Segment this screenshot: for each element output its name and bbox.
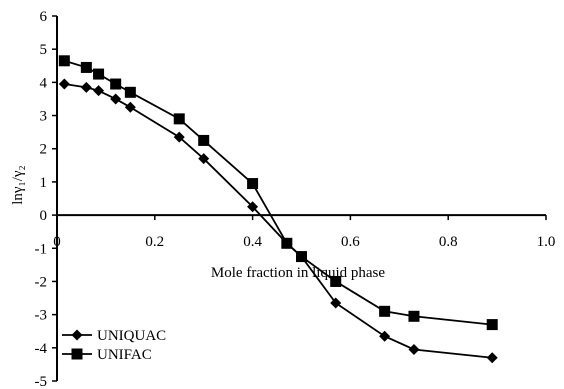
data-point-unifac [198,134,210,146]
y-tick-label: -3 [35,308,48,324]
legend-label-unifac: UNIFAC [97,347,152,363]
tick-labels: -5 -4 -3 -2 -1 0 1 2 3 4 5 6 0 0.2 0.4 0.6 0.8 1.0 [35,9,556,389]
legend-marker-unifac [71,348,83,360]
y-tick-label: -2 [35,274,48,290]
data-point-unifac [247,178,259,190]
data-point-unifac [58,55,70,67]
data-point-uniquac [80,81,92,93]
data-point-uniquac [330,297,342,309]
y-tick-label: -1 [35,241,48,257]
data-point-uniquac [110,93,122,105]
data-point-uniquac [124,101,136,113]
data-point-unifac [281,237,293,249]
y-tick-label: 5 [40,42,48,58]
x-tick-label: 0.6 [341,234,360,250]
data-point-unifac [296,251,307,263]
y-tick-label: -4 [35,341,48,357]
data-point-unifac [486,319,498,331]
data-point-unifac [408,310,420,322]
y-tick-label: -5 [35,374,48,389]
y-tick-label: 2 [40,142,48,158]
data-point-uniquac [173,131,185,143]
series-markers [58,55,498,364]
data-point-uniquac [408,343,420,355]
y-tick-label: 4 [40,75,48,91]
data-point-uniquac [247,201,259,213]
y-tick-label: 3 [40,109,48,125]
data-point-uniquac [198,153,210,165]
x-axis-title: Mole fraction in liquid phase [211,265,385,281]
data-point-unifac [80,61,92,73]
data-point-unifac [124,86,136,98]
x-tick-label: 0.2 [145,234,164,250]
data-point-uniquac [93,85,105,97]
data-point-uniquac [486,352,498,364]
y-tick-label: 0 [40,208,48,224]
y-tick-label: 6 [40,9,48,25]
series-line-unifac [64,59,493,326]
legend-label-uniquac: UNIQUAC [97,328,166,344]
data-point-uniquac [58,78,70,90]
data-point-unifac [379,305,391,317]
x-tick-label: 1.0 [537,234,556,250]
x-tick-label: 0.8 [439,234,458,250]
data-point-uniquac [379,330,391,342]
series-line-uniquac [64,83,493,359]
legend: UNIQUAC UNIFAC [62,328,166,363]
data-point-unifac [173,113,185,125]
data-point-unifac [110,78,122,90]
data-point-unifac [93,68,105,80]
x-tick-label: 0.4 [243,234,262,250]
axes [52,15,547,382]
y-axis-title: lnγ₁/γ₂ [10,165,26,205]
data-point-unifac [330,275,342,287]
y-tick-label: 1 [40,175,48,191]
x-tick-label: 0 [53,234,61,250]
legend-marker-uniquac [71,329,83,341]
